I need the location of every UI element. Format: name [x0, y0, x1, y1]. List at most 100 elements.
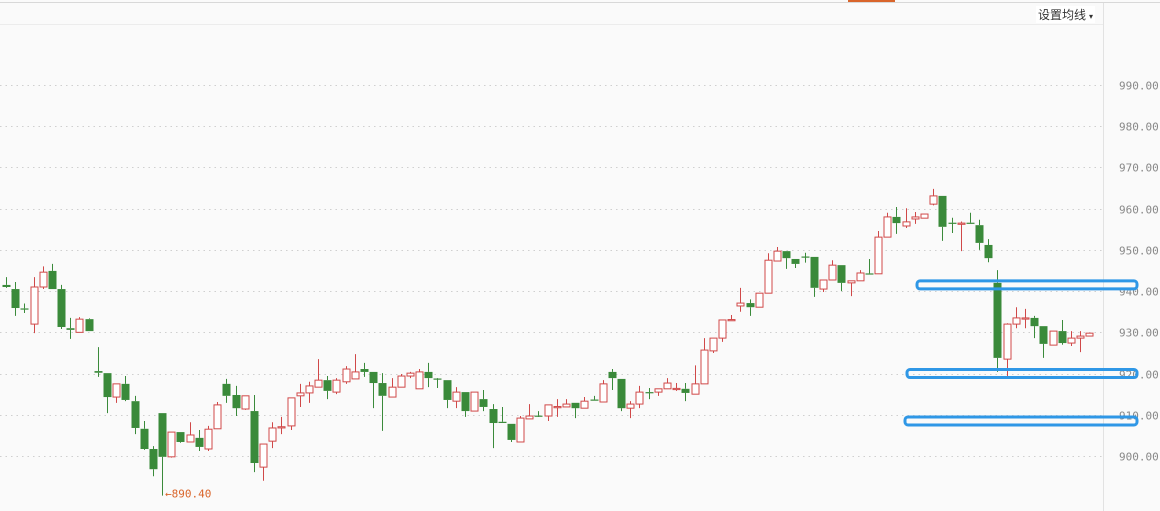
candle-body: [1049, 330, 1058, 346]
candle: [645, 387, 654, 400]
candle-body: [323, 380, 332, 391]
y-axis: 900.00910.00920.00930.00940.00950.00960.…: [1119, 80, 1159, 464]
candle: [709, 337, 718, 353]
candle-body: [66, 328, 75, 330]
candle: [1058, 319, 1067, 345]
candle: [94, 347, 103, 377]
candle-body: [167, 431, 176, 458]
candle-body: [1085, 332, 1094, 337]
grid-lines: [0, 85, 1103, 457]
candle-body: [2, 284, 11, 287]
candle-body: [314, 379, 323, 388]
candle-body: [103, 373, 112, 398]
candle-body: [764, 259, 773, 294]
candle-body: [204, 428, 213, 450]
candle-body: [590, 399, 599, 401]
candle: [167, 431, 176, 458]
candle-body: [406, 372, 415, 377]
candle-body: [755, 292, 764, 308]
candle: [718, 319, 727, 342]
candle-body: [140, 428, 149, 449]
candle-body: [121, 383, 130, 400]
candle: [828, 260, 837, 281]
candle-body: [957, 222, 966, 225]
candle-body: [1076, 335, 1085, 339]
ma-settings-dropdown[interactable]: 设置均线 ▾: [1035, 6, 1095, 23]
candle: [1021, 308, 1030, 329]
candle: [57, 284, 66, 330]
candle: [424, 362, 433, 388]
candle-body: [984, 244, 993, 259]
candle: [30, 277, 39, 334]
candle-body: [452, 391, 461, 402]
candle: [663, 378, 672, 390]
candle: [626, 401, 635, 419]
candle: [351, 354, 360, 380]
candle: [314, 359, 323, 388]
candle: [902, 208, 911, 229]
candle-body: [746, 303, 755, 308]
candle: [140, 420, 149, 450]
price-band-annotation[interactable]: [903, 415, 1139, 427]
candle-body: [1039, 326, 1048, 344]
candle: [1085, 332, 1094, 337]
candle: [948, 217, 957, 233]
candle-body: [332, 379, 341, 393]
candle: [516, 416, 525, 443]
candle-body: [993, 282, 1002, 358]
candle-body: [938, 195, 947, 227]
candle-body: [635, 391, 644, 405]
annotations: [903, 279, 1139, 427]
candle-body: [544, 404, 553, 417]
candle: [856, 270, 865, 282]
candle-body: [580, 400, 589, 409]
ma-settings-label: 设置均线: [1037, 8, 1086, 22]
price-band-annotation[interactable]: [915, 279, 1139, 291]
candle-body: [553, 406, 562, 409]
candle-body: [819, 279, 828, 290]
candle-body: [39, 271, 48, 288]
candle: [727, 315, 736, 322]
candle: [691, 365, 700, 395]
candle-body: [865, 273, 874, 275]
candle: [590, 395, 599, 401]
price-band-annotation[interactable]: [905, 368, 1139, 380]
candle: [112, 383, 121, 403]
candle: [847, 280, 856, 297]
candle: [929, 188, 938, 206]
candle-body: [158, 413, 167, 457]
candle: [534, 411, 543, 417]
candle: [562, 399, 571, 408]
candle-body: [1030, 317, 1039, 327]
candle: [1012, 307, 1021, 329]
candle-body: [847, 280, 856, 284]
candle-body: [11, 289, 20, 309]
candle-body: [828, 264, 837, 281]
candle: [553, 399, 562, 417]
candle: [20, 303, 29, 313]
candle-body: [911, 216, 920, 220]
candle-body: [443, 380, 452, 400]
candle: [746, 299, 755, 316]
candle: [883, 212, 892, 238]
candle: [801, 252, 810, 263]
candle: [920, 213, 929, 219]
candle-body: [966, 222, 975, 224]
candle: [911, 211, 920, 224]
candle-body: [1058, 331, 1067, 344]
candle-body: [241, 395, 250, 410]
candle-body: [736, 302, 745, 307]
candle-body: [461, 392, 470, 412]
candle-body: [479, 399, 488, 407]
candle-body: [1067, 337, 1076, 344]
y-tick-label: 960.00: [1119, 204, 1159, 217]
candle: [984, 239, 993, 263]
candle: [1049, 330, 1058, 346]
candle-body: [571, 402, 580, 409]
candle-body: [222, 383, 231, 396]
candle-body: [470, 391, 479, 412]
y-tick-label: 990.00: [1119, 80, 1159, 93]
candle: [544, 404, 553, 421]
candle: [599, 380, 608, 403]
